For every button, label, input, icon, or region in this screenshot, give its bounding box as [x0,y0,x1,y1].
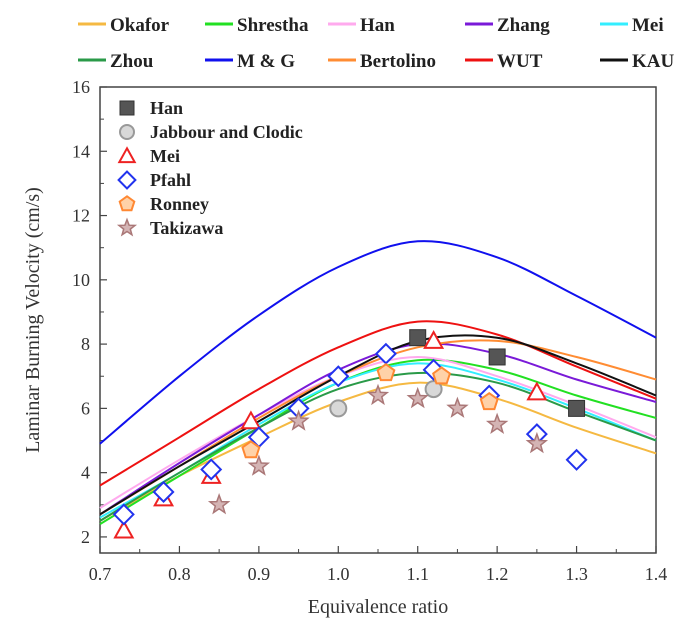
marker-ronney [376,362,396,382]
marker-jabbour-and-clodic [424,380,443,399]
experiment-legend: Han Jabbour and Clodic Mei Pfahl Ronney Takiz… [116,98,303,238]
y-tick-label: 10 [72,270,90,290]
y-tick-label: 4 [81,463,90,483]
x-axis: 0.7 0.8 0.9 1.0 1.1 1.2 1.3 1.4 [89,546,668,584]
marker-takizawa [406,386,429,409]
x-tick-label: 0.7 [89,564,112,584]
marker-mei [240,410,262,430]
y-tick-label: 14 [72,141,90,161]
legend-label-han: Han [360,15,395,36]
series-line-m-g [99,240,657,445]
model-legend: Okafor Shrestha Han Zhang Mei Zhou M & G Bertol… [78,15,675,72]
series-line-bertolino [99,339,657,516]
series-line-han [99,355,657,509]
x-axis-title: Equivalence ratio [308,596,449,618]
marker-pfahl [152,480,175,503]
legend-marker-takizawa [116,217,138,237]
legend-label-takizawa: Takizawa [150,218,223,238]
y-tick-label: 16 [72,77,90,97]
legend-label-kau: KAU [632,51,675,72]
legend-marker-han [119,100,135,116]
x-tick-label: 1.4 [645,564,668,584]
marker-ronney [241,440,261,459]
marker-pfahl [565,448,588,471]
marker-ronney [432,366,452,385]
marker-ronney [479,391,499,411]
marker-takizawa [366,383,390,406]
legend-label-zhang: Zhang [497,15,550,36]
legend-label-shrestha: Shrestha [237,15,309,36]
y-axis: 2 4 6 8 10 12 14 16 [72,77,107,547]
marker-mei [423,330,445,349]
marker-mei [113,519,135,539]
experiment-markers [112,329,588,539]
marker-pfahl [422,358,445,381]
legend-marker-jabbour-and-clodic [119,124,135,140]
plot-frame [99,86,657,554]
legend-label-pfahl: Pfahl [150,170,191,190]
legend-label-zhou: Zhou [110,51,154,72]
marker-pfahl [200,458,223,481]
legend-label-wut: WUT [497,51,543,72]
legend-label-han: Han [150,98,183,118]
y-axis-title: Laminar Burning Velocity (cm/s) [22,187,44,453]
x-tick-label: 1.3 [565,564,588,584]
legend-label-bertolino: Bertolino [360,51,436,72]
y-tick-label: 8 [81,334,90,354]
marker-mei [526,381,548,401]
marker-takizawa [247,454,271,476]
x-tick-label: 1.1 [406,564,429,584]
series-line-kau [99,334,657,516]
series-lines [99,240,657,525]
series-line-wut [99,320,657,487]
marker-takizawa [287,409,310,431]
y-tick-label: 6 [81,398,90,418]
series-line-zhang [99,342,657,516]
marker-pfahl [327,365,350,388]
marker-han [568,399,586,417]
legend-label-okafor: Okafor [110,15,170,36]
legend-label-ronney: Ronney [150,194,209,214]
legend-marker-mei [117,146,137,164]
legend-label-m-g: M & G [237,51,295,72]
marker-han [488,348,506,366]
series-line-shrestha [99,358,657,525]
x-tick-label: 0.8 [168,564,191,584]
marker-han [409,329,427,347]
x-tick-label: 1.2 [486,564,509,584]
legend-label-mei: Mei [150,146,180,166]
legend-marker-ronney [118,195,136,212]
x-tick-label: 0.9 [248,564,271,584]
y-tick-label: 2 [81,527,90,547]
x-tick-label: 1.0 [327,564,350,584]
legend-label-mei: Mei [632,15,664,36]
marker-jabbour-and-clodic [329,399,348,418]
y-tick-label: 12 [72,206,90,226]
marker-takizawa [525,431,549,454]
marker-takizawa [485,412,509,434]
marker-takizawa [446,396,469,418]
marker-takizawa [207,493,231,515]
marker-pfahl [112,503,135,526]
legend-label-jabbour-and-clodic: Jabbour and Clodic [150,122,303,142]
legend-marker-pfahl [117,170,137,190]
